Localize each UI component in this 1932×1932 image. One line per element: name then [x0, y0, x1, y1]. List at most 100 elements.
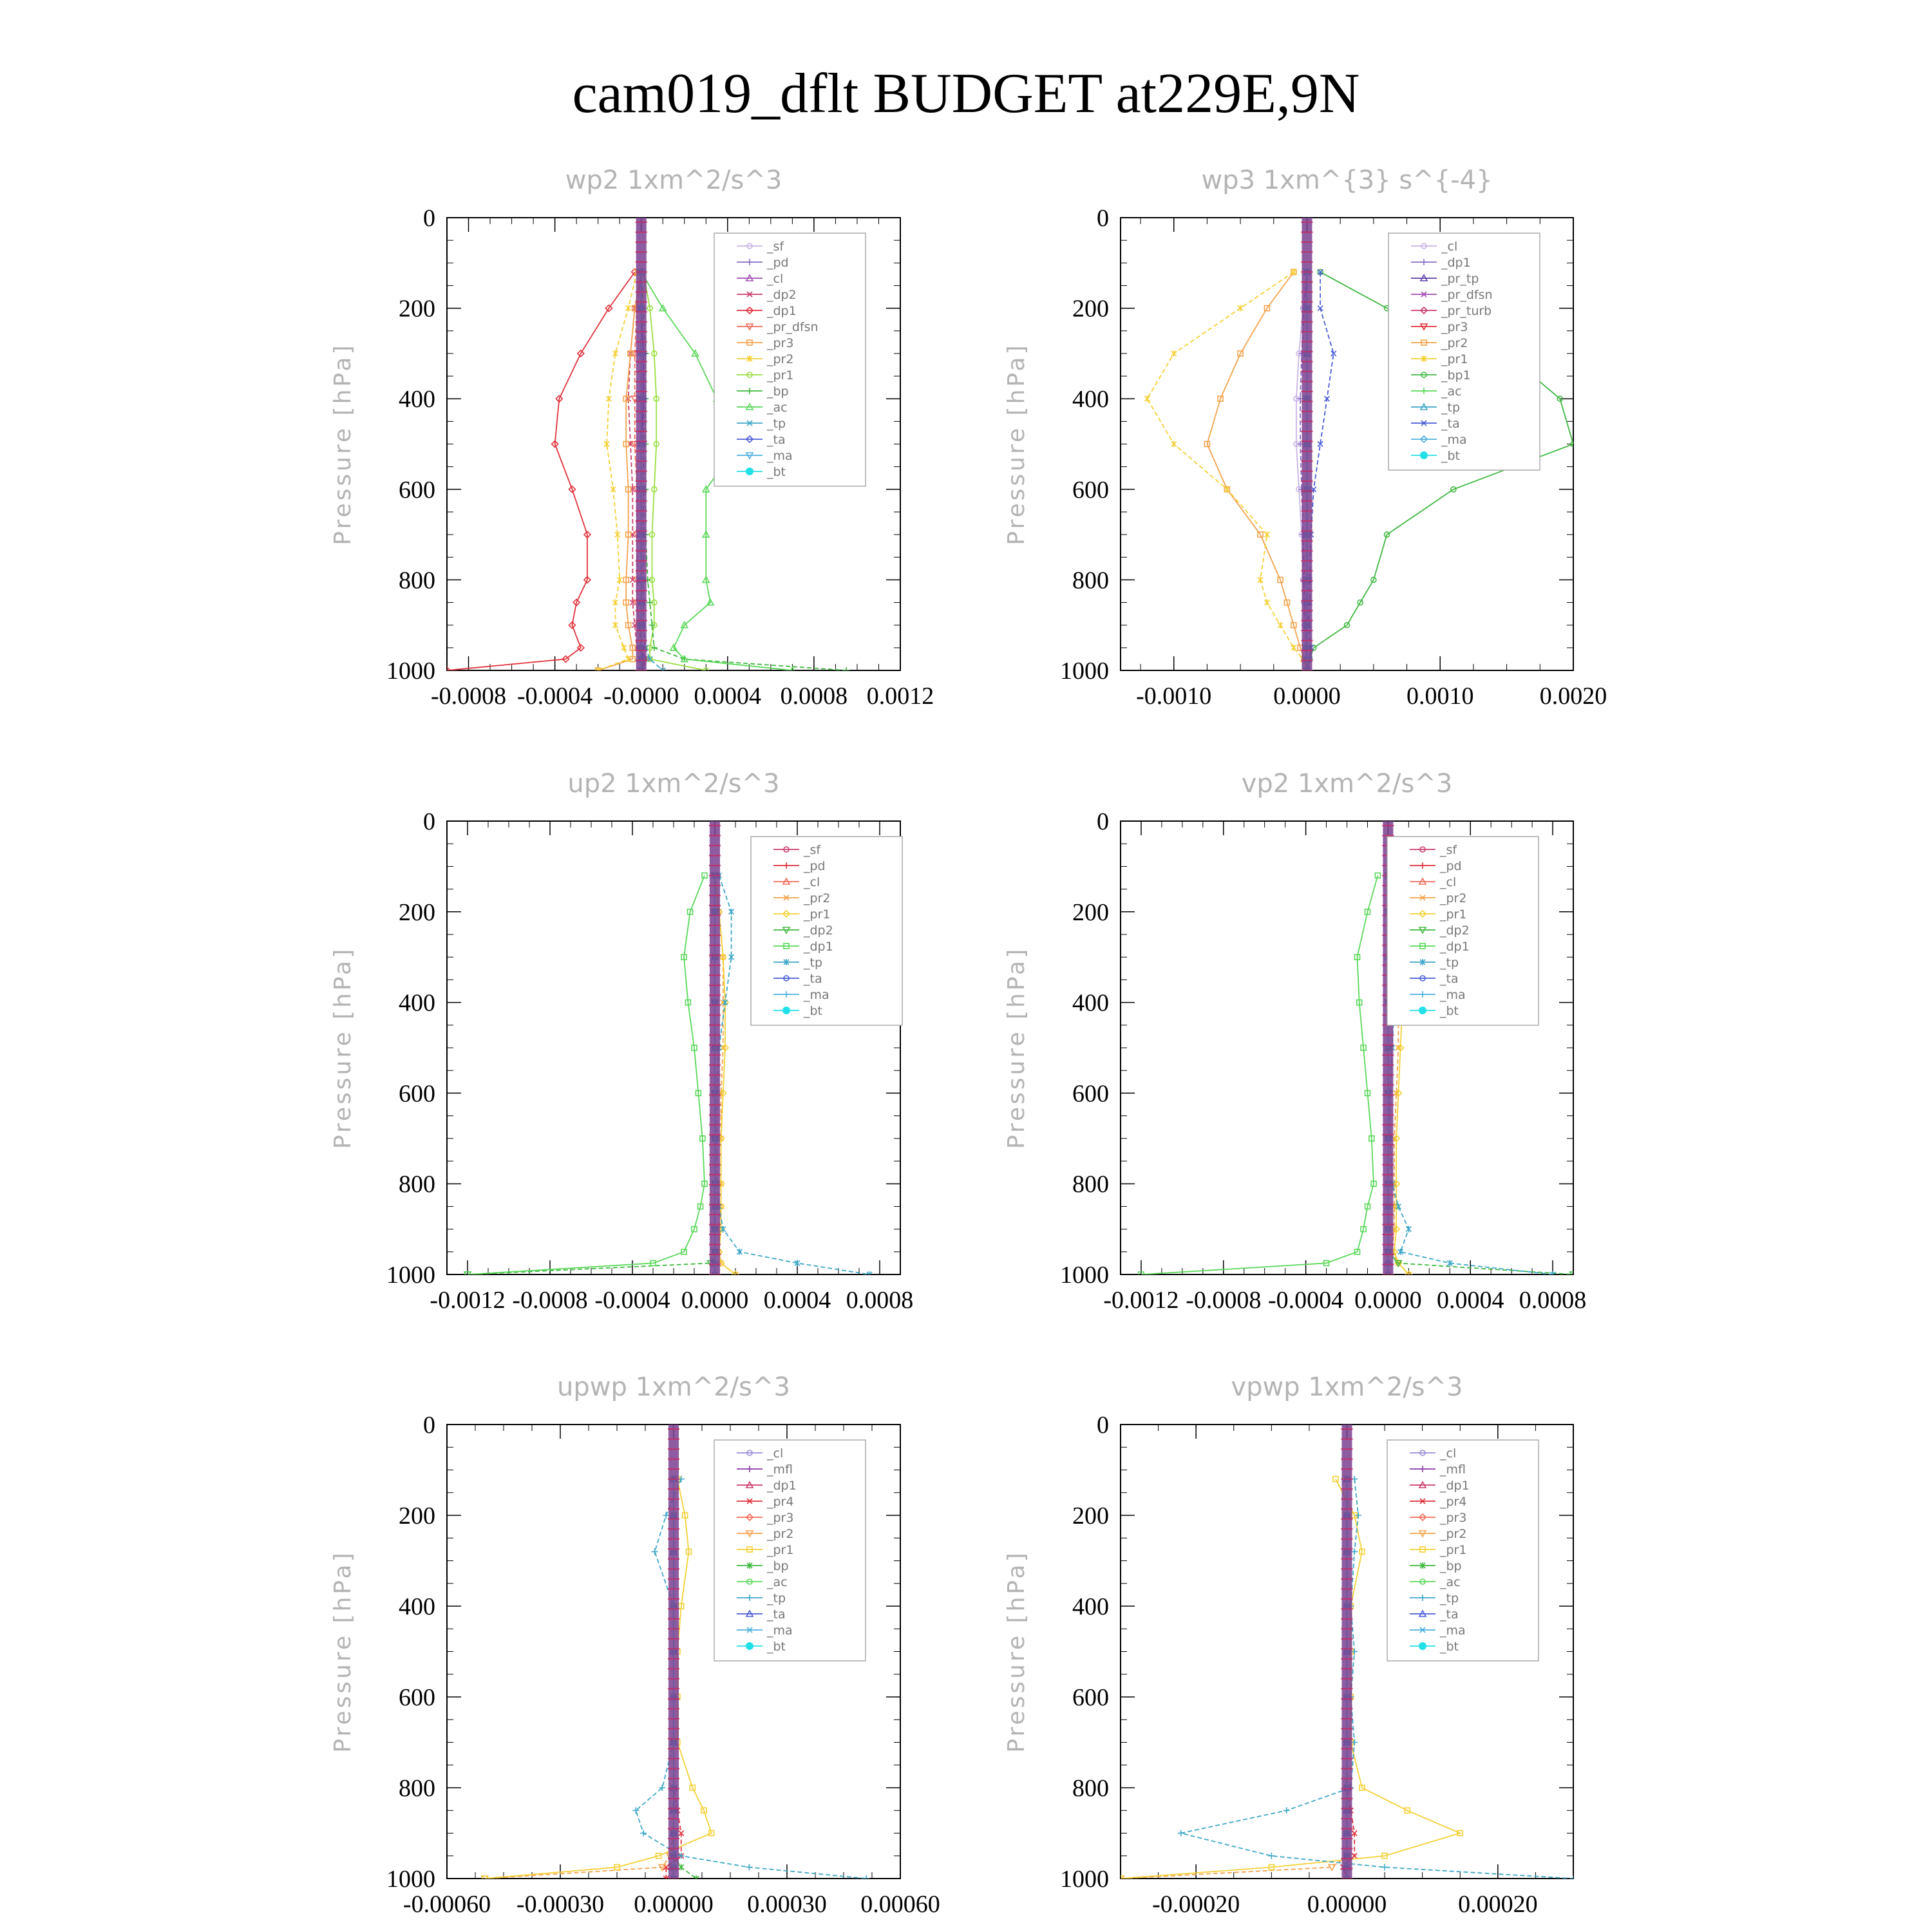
legend-item: _pr_tp: [1411, 272, 1479, 286]
data-point: [1374, 872, 1381, 879]
data-point: [603, 440, 610, 448]
data-point: [1354, 954, 1361, 960]
data-point: [1404, 1807, 1411, 1814]
data-point: [691, 349, 699, 357]
legend-label: _pr3: [766, 1511, 793, 1525]
data-point: [1327, 1864, 1336, 1872]
legend-label: _ma: [766, 449, 793, 463]
data-point: [701, 1180, 708, 1187]
data-point: [1395, 1203, 1401, 1210]
legend-item: _bp: [737, 384, 789, 399]
legend-label: _bt: [1439, 1640, 1459, 1654]
legend-label: _cl: [1441, 240, 1457, 254]
data-point: [625, 621, 632, 629]
legend-label: _bt: [1439, 1004, 1459, 1018]
legend-item: _ac: [737, 1575, 788, 1589]
data-point: [1351, 1739, 1358, 1746]
legend-item: _pr4: [1410, 1495, 1466, 1509]
legend-item: _mfl: [737, 1463, 793, 1477]
data-point: [746, 1864, 753, 1871]
legend-label: _ac: [1439, 1575, 1461, 1589]
legend-label: _pr1: [803, 907, 830, 922]
legend-item: _bt: [1410, 1004, 1459, 1018]
legend-item: _ma: [773, 988, 829, 1002]
data-point: [691, 1045, 697, 1051]
data-point: [614, 1864, 620, 1871]
y-tick-label: 200: [399, 1502, 435, 1530]
legend-marker: [746, 1498, 753, 1504]
legend-label: _pr2: [766, 1527, 793, 1541]
legend-item: _cl: [737, 272, 783, 286]
legend-marker: [1419, 895, 1426, 901]
x-tick-label: 0.0020: [1540, 683, 1607, 710]
legend-marker: [1419, 306, 1428, 315]
legend-marker: [1419, 1466, 1426, 1472]
x-tick-label: 0.00000: [1307, 1891, 1387, 1918]
y-tick-label: 200: [1072, 1502, 1109, 1530]
legend-label: _pr3: [766, 336, 793, 350]
y-tick-label: 600: [1072, 1080, 1109, 1107]
legend-label: _dp1: [1439, 940, 1470, 954]
data-point: [1177, 1830, 1184, 1837]
data-point: [695, 1090, 702, 1097]
legend-marker: [745, 323, 754, 331]
legend-label: _ac: [766, 1575, 788, 1589]
panel-4: 0 200 400 600 800 1000-0.0012 -0.0008 -0.0004 0.…: [1003, 769, 1586, 1314]
series-dp1: [1138, 872, 1381, 1274]
legend-item: _ma: [1410, 1624, 1466, 1638]
data-point: [576, 643, 585, 652]
data-point: [685, 999, 692, 1006]
plot-area: [447, 218, 850, 670]
data-point: [551, 440, 559, 448]
legend-label: _tp: [766, 417, 786, 431]
legend-marker: [746, 1595, 753, 1601]
data-point: [612, 350, 619, 357]
y-axis-label: Pressure [hPa]: [330, 947, 356, 1149]
data-point: [625, 656, 632, 663]
legend-label: _dp1: [803, 940, 833, 954]
legend-label: _ta: [1439, 972, 1459, 986]
data-point: [1237, 305, 1244, 312]
data-point: [681, 1249, 687, 1255]
zero-profile-band: [710, 821, 720, 1274]
data-point: [1283, 1807, 1290, 1814]
legend-marker: [1419, 274, 1428, 281]
data-point: [794, 1260, 800, 1267]
legend-item: _ma: [737, 1624, 793, 1638]
legend-marker: [745, 452, 754, 460]
legend-label: _dp1: [1439, 1479, 1470, 1493]
legend-box: [714, 1439, 866, 1662]
y-tick-label: 200: [399, 899, 435, 926]
legend-label: _ac: [1441, 384, 1462, 399]
data-point: [1457, 1830, 1464, 1837]
legend-item: _cl: [737, 1446, 783, 1461]
data-point: [651, 486, 658, 493]
data-point: [651, 1548, 658, 1555]
data-point: [1290, 621, 1297, 629]
y-tick-label: 800: [1072, 567, 1109, 594]
legend-item: _mfl: [1410, 1463, 1466, 1477]
legend-label: _mfl: [1439, 1463, 1466, 1477]
legend-label: _pr1: [766, 368, 793, 383]
data-point: [612, 599, 619, 606]
legend-marker: [1419, 1578, 1426, 1585]
legend-item: _dp1: [773, 940, 833, 954]
data-point: [464, 1271, 471, 1274]
legend-item: _tp: [737, 417, 786, 431]
legend-item: _ta: [1410, 1607, 1459, 1622]
legend-label: _pd: [1439, 859, 1462, 873]
data-point: [1268, 1852, 1275, 1859]
legend-item: _ac: [1411, 384, 1462, 399]
legend-label: _pd: [766, 256, 789, 270]
data-point: [1394, 1089, 1403, 1097]
y-tick-label: 200: [1072, 296, 1109, 323]
data-point: [1446, 1260, 1453, 1267]
panel-6: 0 200 400 600 800 1000 -0.00020 0.00000 0.00020 v…: [1003, 1372, 1574, 1918]
data-point: [481, 1875, 488, 1879]
data-point: [719, 1089, 727, 1097]
legend-label: _bt: [766, 465, 786, 479]
legend-marker: [1419, 959, 1426, 965]
legend-item: _sf: [773, 843, 821, 857]
legend-label: _cl: [1439, 1446, 1456, 1461]
data-point: [1268, 1864, 1275, 1871]
